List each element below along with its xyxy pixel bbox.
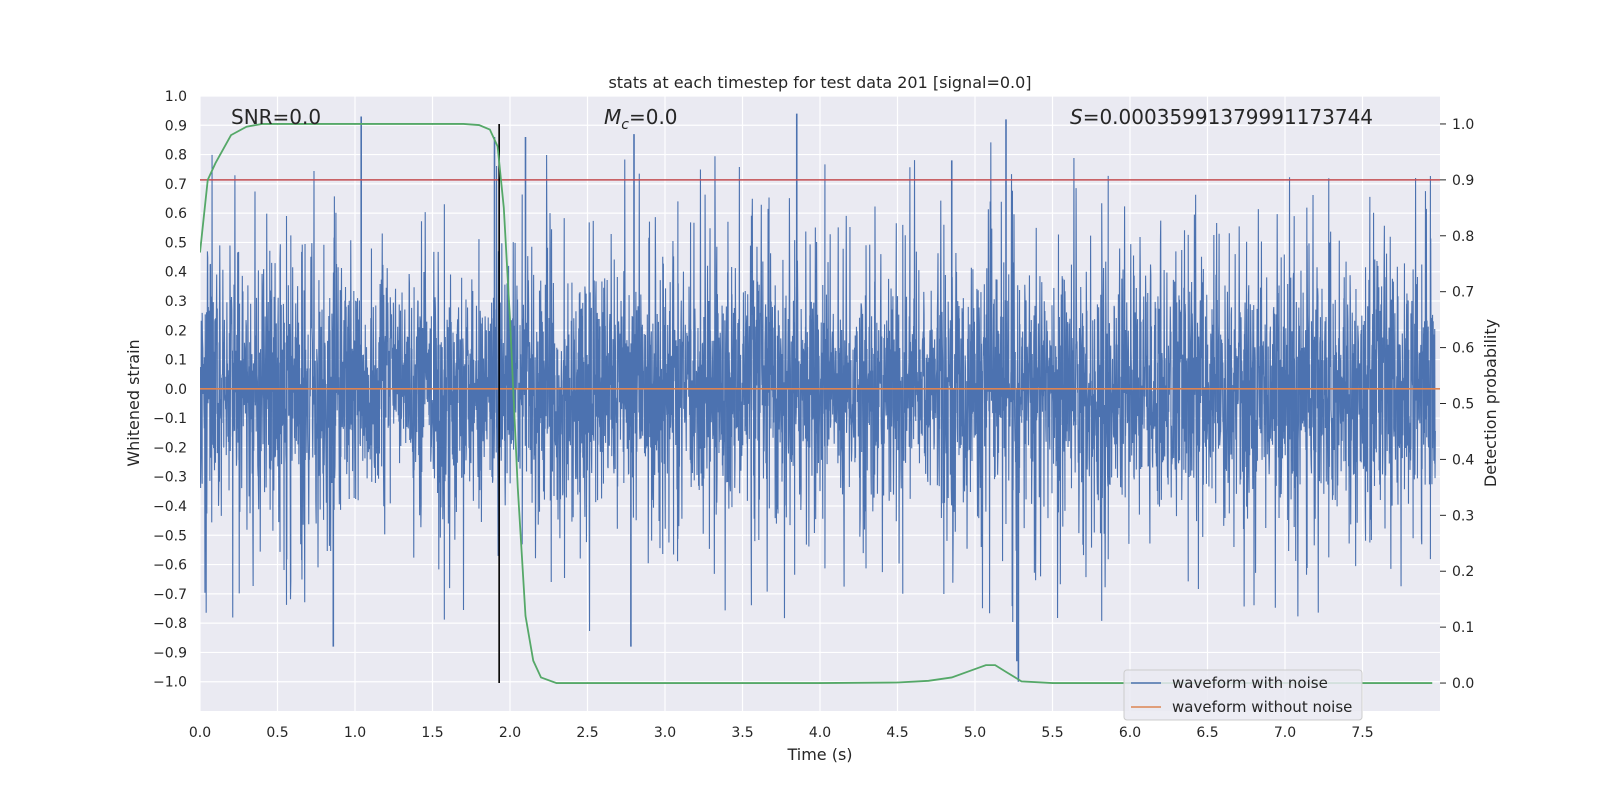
chirp-mass-value: =0.0 bbox=[629, 105, 678, 129]
y-tick-label: −0.7 bbox=[153, 587, 187, 603]
y2-axis-ticks: 1.0 0.9 0.8 0.7 0.6 0.5 0.4 0.3 0.2 0.1 0.0 bbox=[1440, 117, 1474, 692]
overlays bbox=[200, 123, 1440, 684]
x-axis-ticks: 0.0 0.5 1.0 1.5 2.0 2.5 3.0 3.5 4.0 4.5 5.0 5.5 6.0 6… bbox=[189, 725, 1374, 741]
chirp-mass-symbol: M bbox=[604, 105, 621, 129]
y-tick-label: 0.7 bbox=[165, 177, 187, 193]
y-axis-label: Whitened strain bbox=[124, 339, 143, 466]
chart-title: stats at each timestep for test data 201… bbox=[608, 73, 1031, 92]
x-tick-label: 2.5 bbox=[576, 725, 598, 741]
y2-tick-label: 0.5 bbox=[1452, 397, 1474, 413]
y-tick-label: 0.6 bbox=[165, 206, 187, 222]
x-tick-label: 3.0 bbox=[654, 725, 676, 741]
y-tick-label: −0.8 bbox=[153, 616, 187, 632]
y-axis-ticks: 1.0 0.9 0.8 0.7 0.6 0.5 0.4 0.3 0.2 0.1 0.0 −0.1 −0.… bbox=[153, 89, 187, 691]
y-tick-label: 0.0 bbox=[165, 382, 187, 398]
y2-tick-label: 0.0 bbox=[1452, 676, 1474, 692]
y-tick-label: 0.1 bbox=[165, 353, 187, 369]
y-tick-label: −0.9 bbox=[153, 645, 187, 661]
x-tick-label: 1.0 bbox=[344, 725, 366, 741]
x-tick-label: 0.5 bbox=[266, 725, 288, 741]
y2-tick-label: 0.2 bbox=[1452, 564, 1474, 580]
y-tick-label: −0.3 bbox=[153, 470, 187, 486]
s-symbol: S bbox=[1070, 105, 1083, 129]
x-tick-label: 4.5 bbox=[886, 725, 908, 741]
y-tick-label: 0.5 bbox=[165, 235, 187, 251]
y-tick-label: −0.4 bbox=[153, 499, 187, 515]
y-tick-label: 0.2 bbox=[165, 323, 187, 339]
y2-tick-label: 1.0 bbox=[1452, 117, 1474, 133]
y-tick-label: −0.2 bbox=[153, 440, 187, 456]
y-tick-label: −0.1 bbox=[153, 411, 187, 427]
y-tick-label: 0.4 bbox=[165, 265, 187, 281]
chirp-mass-subscript: c bbox=[621, 117, 629, 133]
y2-tick-label: 0.3 bbox=[1452, 508, 1474, 524]
series-waveform-with-noise bbox=[200, 113, 1436, 682]
snr-annotation: SNR=0.0 bbox=[231, 105, 321, 129]
y-tick-label: −1.0 bbox=[153, 675, 187, 691]
detection-probability-line bbox=[200, 123, 1433, 684]
x-tick-label: 5.0 bbox=[964, 725, 986, 741]
x-tick-label: 7.0 bbox=[1274, 725, 1296, 741]
x-tick-label: 5.5 bbox=[1041, 725, 1063, 741]
y2-tick-label: 0.9 bbox=[1452, 173, 1474, 189]
y-tick-label: 0.8 bbox=[165, 148, 187, 164]
y2-tick-label: 0.7 bbox=[1452, 285, 1474, 301]
legend: waveform with noise waveform without noi… bbox=[1123, 669, 1363, 721]
y-tick-label: 0.3 bbox=[165, 294, 187, 310]
y-tick-label: 1.0 bbox=[165, 89, 187, 105]
y-tick-label: −0.5 bbox=[153, 528, 187, 544]
y2-axis-label: Detection probability bbox=[1481, 319, 1500, 487]
y2-tick-label: 0.1 bbox=[1452, 620, 1474, 636]
y2-tick-label: 0.4 bbox=[1452, 452, 1474, 468]
y-tick-label: −0.6 bbox=[153, 558, 187, 574]
x-tick-label: 1.5 bbox=[421, 725, 443, 741]
s-annotation: S=0.00035991379991173744 bbox=[1070, 105, 1373, 129]
y2-tick-label: 0.8 bbox=[1452, 229, 1474, 245]
x-axis-label: Time (s) bbox=[786, 745, 852, 764]
y-tick-label: 0.9 bbox=[165, 118, 187, 134]
legend-label-noise: waveform with noise bbox=[1172, 674, 1328, 692]
x-tick-label: 3.5 bbox=[731, 725, 753, 741]
x-tick-label: 6.5 bbox=[1196, 725, 1218, 741]
legend-label-clean: waveform without noise bbox=[1172, 698, 1352, 716]
waveform-with-noise-line bbox=[200, 142, 1436, 632]
y2-tick-label: 0.6 bbox=[1452, 341, 1474, 357]
x-tick-label: 0.0 bbox=[189, 725, 211, 741]
x-tick-label: 7.5 bbox=[1351, 725, 1373, 741]
x-tick-label: 4.0 bbox=[809, 725, 831, 741]
x-tick-label: 2.0 bbox=[499, 725, 521, 741]
s-value: =0.00035991379991173744 bbox=[1083, 105, 1373, 129]
legend-box bbox=[1123, 669, 1363, 721]
x-tick-label: 6.0 bbox=[1119, 725, 1141, 741]
chirp-mass-annotation: Mc=0.0 bbox=[604, 105, 678, 133]
